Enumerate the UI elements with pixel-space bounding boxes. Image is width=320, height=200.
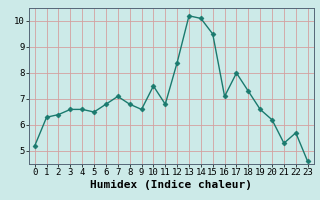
X-axis label: Humidex (Indice chaleur): Humidex (Indice chaleur) <box>90 180 252 190</box>
